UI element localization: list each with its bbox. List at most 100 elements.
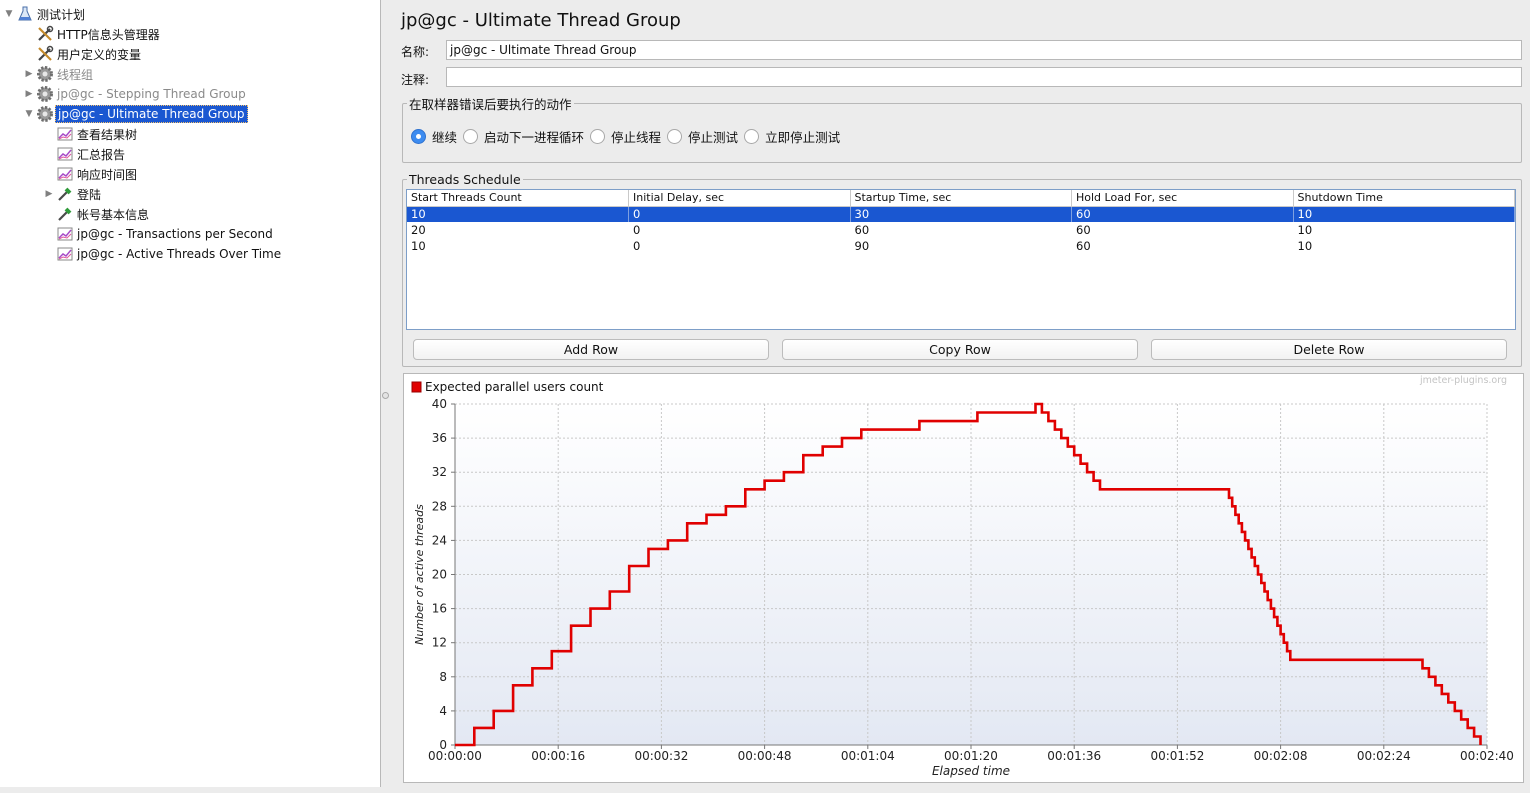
- tree-item-label: 响应时间图: [77, 167, 138, 182]
- table-cell[interactable]: 60: [1071, 206, 1294, 222]
- splitter-grip-icon[interactable]: [382, 392, 389, 399]
- table-cell[interactable]: 60: [854, 223, 870, 237]
- tree-item[interactable]: 汇总报告: [43, 144, 127, 164]
- tree-item[interactable]: jp@gc - Transactions per Second: [43, 224, 275, 244]
- tree-item[interactable]: ▼ 测试计划: [3, 4, 87, 24]
- table-cell[interactable]: 0: [633, 223, 641, 237]
- tree-item[interactable]: 帐号基本信息: [43, 204, 151, 224]
- x-tick-label: 00:00:48: [738, 749, 792, 763]
- table-row[interactable]: 20 0 60 60 10: [407, 222, 1515, 238]
- error-action-radios: 继续 启动下一进程循环 停止线程 停止测试 立即停止测试: [411, 127, 846, 146]
- expanded-toggle-icon[interactable]: ▼: [25, 109, 33, 119]
- x-tick-label: 00:00:16: [531, 749, 585, 763]
- expected-users-series-line: [455, 402, 1482, 747]
- threads-schedule-group: Threads Schedule: [402, 172, 1522, 367]
- tree-item[interactable]: 用户定义的变量: [23, 44, 143, 64]
- y-tick-label: 40: [432, 397, 447, 411]
- split-pane-divider[interactable]: [381, 0, 393, 787]
- listener-graph-icon: [55, 165, 75, 183]
- copy-row-button[interactable]: Copy Row: [782, 339, 1138, 360]
- test-plan-tree[interactable]: ▼ 测试计划 HTTP信息头管理器 用户定义的变量 ▶ 线程组 ▶ jp@gc - Stepp…: [0, 0, 381, 787]
- tree-item-label: 测试计划: [37, 7, 86, 22]
- delete-row-button[interactable]: Delete Row: [1151, 339, 1507, 360]
- table-cell[interactable]: 10: [1293, 206, 1515, 222]
- y-tick-label: 16: [432, 602, 447, 616]
- radio-unselected-icon[interactable]: [744, 129, 760, 144]
- test-plan-flask-icon: [15, 5, 35, 23]
- legend-label: Expected parallel users count: [425, 380, 604, 394]
- expected-users-chart: 00:00:00 00:00:16 00:00:32 00:00:48 00:01:04…: [403, 373, 1524, 783]
- table-cell[interactable]: 30: [850, 206, 1072, 222]
- thread-group-gear-icon: [35, 105, 55, 123]
- error-action-option[interactable]: 立即停止测试: [744, 127, 840, 146]
- expanded-toggle-icon[interactable]: ▼: [5, 9, 13, 19]
- tree-item[interactable]: ▶ 线程组: [23, 64, 95, 84]
- tree-item[interactable]: ▶ 登陆: [43, 184, 103, 204]
- x-tick-label: 00:00:00: [428, 749, 482, 763]
- tree-item-label: 查看结果树: [77, 127, 138, 142]
- table-cell[interactable]: 0: [628, 206, 851, 222]
- radio-selected-icon[interactable]: [411, 129, 426, 144]
- column-header[interactable]: Hold Load For, sec: [1071, 190, 1294, 207]
- radio-unselected-icon[interactable]: [667, 129, 683, 144]
- tree-item-label: 汇总报告: [77, 147, 126, 162]
- x-tick-label: 00:02:40: [1460, 749, 1514, 763]
- tree-item-label: 帐号基本信息: [77, 207, 150, 222]
- tree-item[interactable]: 查看结果树: [43, 124, 139, 144]
- error-action-option[interactable]: 继续: [411, 127, 457, 146]
- thread-group-editor: jp@gc - Ultimate Thread Group 名称: jp@gc …: [393, 0, 1530, 787]
- table-cell[interactable]: 60: [1076, 239, 1091, 253]
- error-action-option[interactable]: 停止测试: [667, 127, 738, 146]
- tree-item[interactable]: jp@gc - Active Threads Over Time: [43, 244, 283, 264]
- config-tools-icon: [35, 25, 55, 43]
- x-axis-label: Elapsed time: [932, 764, 1010, 778]
- y-tick-label: 8: [439, 670, 447, 684]
- tree-item-label: 登陆: [77, 187, 102, 202]
- collapsed-toggle-icon[interactable]: ▶: [25, 69, 33, 79]
- x-tick-label: 00:01:52: [1150, 749, 1204, 763]
- add-row-button[interactable]: Add Row: [413, 339, 769, 360]
- radio-unselected-icon[interactable]: [590, 129, 606, 144]
- column-header[interactable]: Startup Time, sec: [850, 190, 1072, 207]
- config-tools-icon: [35, 45, 55, 63]
- column-header[interactable]: Initial Delay, sec: [628, 190, 851, 207]
- error-action-option-label: 启动下一进程循环: [484, 130, 585, 145]
- x-tick-label: 00:01:20: [944, 749, 998, 763]
- table-row[interactable]: 10 0 30 60 10: [407, 206, 1515, 222]
- table-cell[interactable]: 10: [1297, 239, 1313, 253]
- table-cell[interactable]: 10: [1297, 223, 1313, 237]
- threads-schedule-legend: Threads Schedule: [409, 172, 521, 187]
- tree-item-label: HTTP信息头管理器: [57, 27, 160, 42]
- x-tick-label: 00:02:24: [1357, 749, 1411, 763]
- sampler-pipette-icon: [55, 205, 75, 223]
- error-action-option[interactable]: 停止线程: [590, 127, 661, 146]
- listener-graph-icon: [55, 245, 75, 263]
- tree-item-label: 用户定义的变量: [57, 47, 142, 62]
- schedule-table[interactable]: Start Threads Count Initial Delay, sec Sta…: [406, 189, 1516, 330]
- table-row[interactable]: 10 0 90 60 10: [407, 238, 1515, 254]
- comment-field[interactable]: [446, 67, 1522, 87]
- radio-unselected-icon[interactable]: [463, 129, 479, 144]
- error-action-option[interactable]: 启动下一进程循环: [463, 127, 584, 146]
- collapsed-toggle-icon[interactable]: ▶: [45, 189, 53, 199]
- x-tick-label: 00:01:04: [841, 749, 895, 763]
- listener-graph-icon: [55, 145, 75, 163]
- name-field[interactable]: jp@gc - Ultimate Thread Group: [446, 40, 1522, 60]
- table-cell[interactable]: 10: [411, 239, 426, 253]
- tree-item[interactable]: ▶ jp@gc - Stepping Thread Group: [23, 84, 248, 104]
- table-cell[interactable]: 20: [411, 223, 426, 237]
- column-header[interactable]: Shutdown Time: [1293, 190, 1515, 207]
- table-cell[interactable]: 10: [407, 206, 629, 222]
- collapsed-toggle-icon[interactable]: ▶: [25, 89, 33, 99]
- column-header[interactable]: Start Threads Count: [407, 190, 629, 207]
- listener-graph-icon: [55, 225, 75, 243]
- tree-item[interactable]: HTTP信息头管理器: [23, 24, 162, 44]
- chart-canvas: 00:00:00 00:00:16 00:00:32 00:00:48 00:01:04…: [411, 375, 1514, 778]
- tree-item[interactable]: ▼ jp@gc - Ultimate Thread Group: [23, 104, 248, 124]
- table-cell[interactable]: 60: [1076, 223, 1091, 237]
- table-cell[interactable]: 0: [633, 239, 641, 253]
- error-action-legend: 在取样器错误后要执行的动作: [409, 97, 572, 112]
- table-cell[interactable]: 90: [854, 239, 870, 253]
- tree-item-label: 线程组: [57, 67, 94, 82]
- tree-item[interactable]: 响应时间图: [43, 164, 139, 184]
